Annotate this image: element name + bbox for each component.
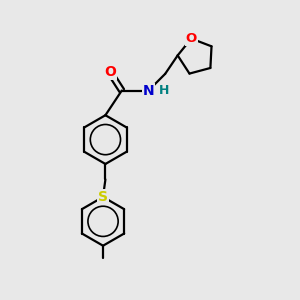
- Text: H: H: [159, 84, 169, 97]
- Text: N: N: [143, 84, 154, 98]
- Text: S: S: [98, 190, 108, 204]
- Text: O: O: [104, 65, 116, 79]
- Text: O: O: [186, 32, 197, 45]
